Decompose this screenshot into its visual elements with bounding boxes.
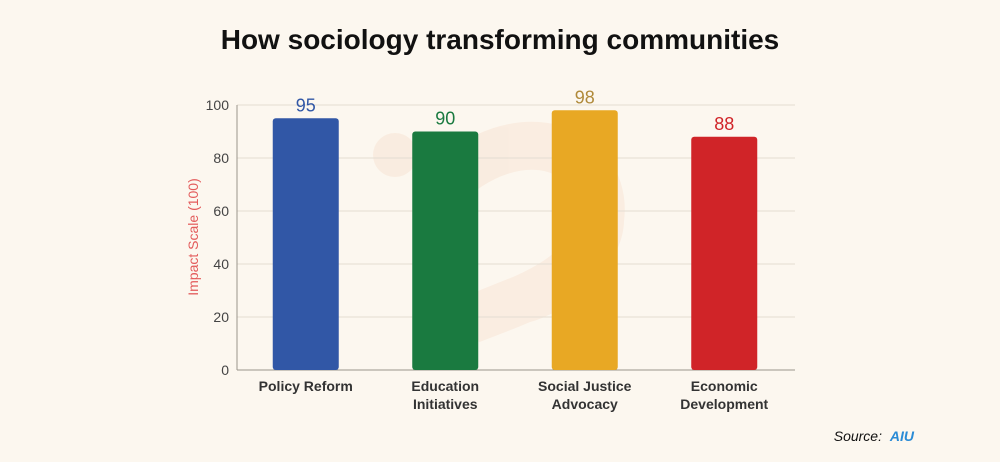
y-tick-label: 20: [213, 309, 229, 325]
y-tick-labels: 0 20 40 60 80 100: [206, 97, 230, 378]
data-label: 98: [575, 87, 595, 107]
bar: [691, 136, 758, 370]
data-labels: 95 90 98 88: [296, 87, 735, 134]
category-label: Social Justice Advocacy: [538, 378, 632, 412]
data-label: 95: [296, 95, 316, 115]
bar: [272, 118, 339, 370]
category-label: Education Initiatives: [411, 378, 479, 412]
category-label: Policy Reform: [259, 378, 353, 394]
data-label: 90: [435, 109, 455, 129]
chart-title: How sociology transforming communities: [220, 24, 780, 55]
bars: [272, 110, 758, 371]
y-tick-label: 60: [213, 203, 229, 219]
source-label: Source:: [833, 428, 882, 444]
bar: [551, 110, 618, 371]
y-tick-label: 100: [206, 97, 230, 113]
y-tick-label: 40: [213, 256, 229, 272]
y-axis-label: Impact Scale (100): [185, 178, 201, 296]
source-credit: Source: AIU: [834, 428, 914, 444]
y-tick-label: 80: [213, 150, 229, 166]
bar: [412, 131, 479, 370]
y-tick-label: 0: [221, 362, 229, 378]
data-label: 88: [714, 114, 734, 134]
source-name: AIU: [889, 428, 914, 444]
category-label: Economic Development: [680, 378, 768, 412]
category-labels: Policy Reform Education Initiatives Social …: [259, 378, 769, 412]
